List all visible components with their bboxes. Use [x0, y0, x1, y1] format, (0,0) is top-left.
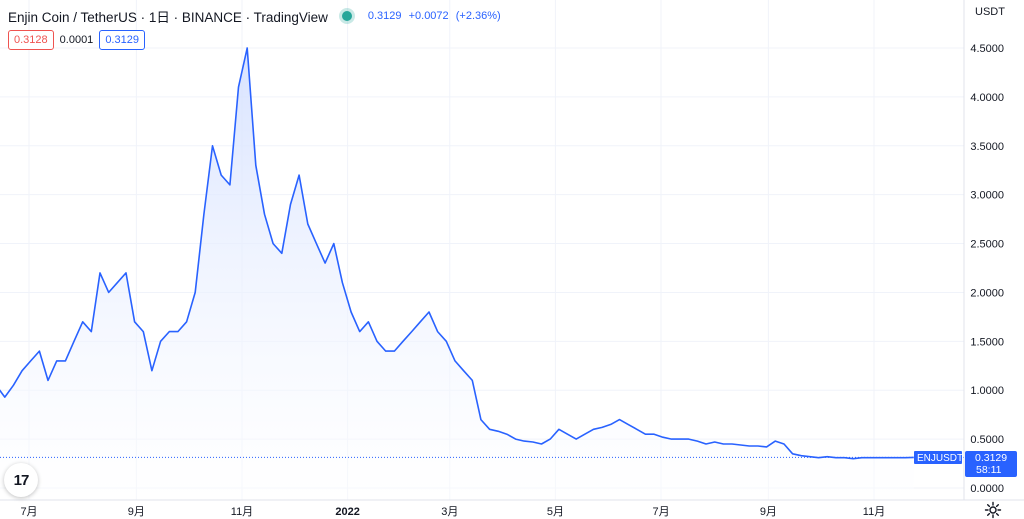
price-axis[interactable]: 4.5000 4.0000 3.5000 3.0000 2.5000 2.0000 1.50… [970, 43, 1004, 495]
x-tick-label: 2022 [335, 506, 359, 518]
y-tick-label: 4.0000 [970, 92, 1004, 104]
y-tick-label: 4.5000 [970, 43, 1004, 55]
last-price: 0.3129 [367, 10, 402, 22]
x-tick-label: 9月 [128, 506, 145, 518]
chart-legend: Enjin Coin / TetherUS · 1日 · BINANCE · T… [8, 6, 505, 26]
spread-value: 0.0001 [59, 34, 94, 46]
trade-prices: 0.3128 0.0001 0.3129 [8, 30, 145, 50]
y-tick-label: 2.5000 [970, 239, 1004, 251]
live-dot-icon [341, 11, 352, 21]
x-tick-label: 11月 [231, 506, 253, 518]
x-tick-label: 5月 [547, 506, 564, 518]
x-tick-label: 9月 [760, 506, 777, 518]
tradingview-logo-icon[interactable]: 17 [4, 463, 38, 497]
last-price-label: 0.3129 [975, 452, 1007, 464]
y-tick-label: 1.5000 [970, 336, 1004, 348]
y-tick-label: 0.0000 [970, 483, 1004, 495]
y-tick-label: 0.5000 [970, 434, 1004, 446]
price-area-fill [0, 48, 914, 500]
price-line [0, 47, 914, 460]
countdown-label: 58:11 [976, 464, 1002, 476]
x-tick-label: 7月 [20, 506, 37, 518]
y-tick-label: 1.0000 [970, 385, 1004, 397]
x-tick-label: 3月 [441, 506, 458, 518]
gear-icon[interactable] [984, 501, 1002, 519]
x-tick-label: 7月 [652, 506, 669, 518]
y-tick-label: 3.5000 [970, 141, 1004, 153]
price-label-box: ENJUSDT 0.3129 58:11 [914, 451, 1017, 477]
x-tick-label: 11月 [863, 506, 885, 518]
currency-label[interactable]: USDT [975, 6, 1005, 18]
price-change-pct: (+2.36%) [455, 10, 501, 22]
symbol-label: ENJUSDT [917, 453, 963, 464]
sell-price-button[interactable]: 0.3128 [8, 30, 54, 50]
buy-price-button[interactable]: 0.3129 [99, 30, 145, 50]
y-tick-label: 2.0000 [970, 287, 1004, 299]
symbol-title[interactable]: Enjin Coin / TetherUS · 1日 · BINANCE · T… [8, 10, 328, 25]
quote-summary: 0.3129 +0.0072 (+2.36%) [368, 10, 505, 22]
time-axis[interactable]: 7月 9月 11月 2022 3月 5月 7月 9月 11月 [20, 506, 885, 518]
price-change: +0.0072 [408, 10, 449, 22]
y-tick-label: 3.0000 [970, 190, 1004, 202]
